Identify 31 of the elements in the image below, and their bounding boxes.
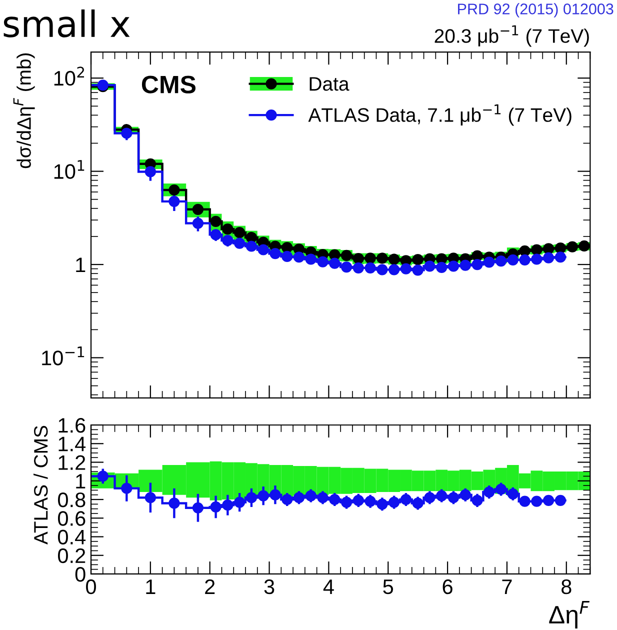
y-axis-title: dσ/dΔη$^{F}$ (mb) [13, 53, 35, 168]
y-tick-label: 1.6 [58, 418, 86, 433]
x-tick-label: 7 [502, 580, 512, 594]
x-tick-label: 5 [383, 580, 394, 594]
x-tick-label: 6 [442, 579, 452, 594]
x-tick-label: 1 [146, 580, 156, 594]
y-tick-label: 10$^{2}$ [54, 66, 84, 86]
legend-label: Data [310, 77, 350, 91]
x-tick-label: 3 [264, 579, 274, 594]
y-tick-label: 0.2 [58, 548, 86, 564]
chart-subtitle: 20.3 μb$^{−1}$ (7 TeV) [434, 25, 589, 47]
x-tick-label: 4 [323, 580, 334, 594]
x-tick-label: 2 [205, 579, 215, 594]
y-tick-label: 1.4 [58, 436, 86, 452]
y-tick-label: 0 [75, 566, 86, 582]
y-axis-title: ATLAS / CMS [34, 426, 48, 545]
y-tick-label: 1 [76, 474, 86, 488]
y-tick-label: 0.6 [58, 511, 86, 526]
annotation: CMS [142, 76, 196, 94]
y-tick-label: 0.4 [58, 530, 86, 544]
chart-title: small x [4, 9, 130, 38]
y-tick-label: 1.2 [58, 455, 86, 470]
y-tick-label: 0.8 [58, 492, 86, 508]
y-tick-label: 10$^{1}$ [54, 160, 84, 179]
legend-label: ATLAS Data, 7.1 μb$^{−1}$ (7 TeV) [308, 104, 572, 126]
x-axis-title: Δη$^{F}$ [549, 601, 590, 629]
y-tick-label: 10$^{−1}$ [42, 346, 84, 366]
text: PRD 92 (2015) 012003 [458, 3, 614, 18]
x-tick-label: 8 [562, 579, 572, 594]
x-tick-label: 0 [86, 579, 96, 594]
y-tick-label: 1 [76, 258, 86, 272]
